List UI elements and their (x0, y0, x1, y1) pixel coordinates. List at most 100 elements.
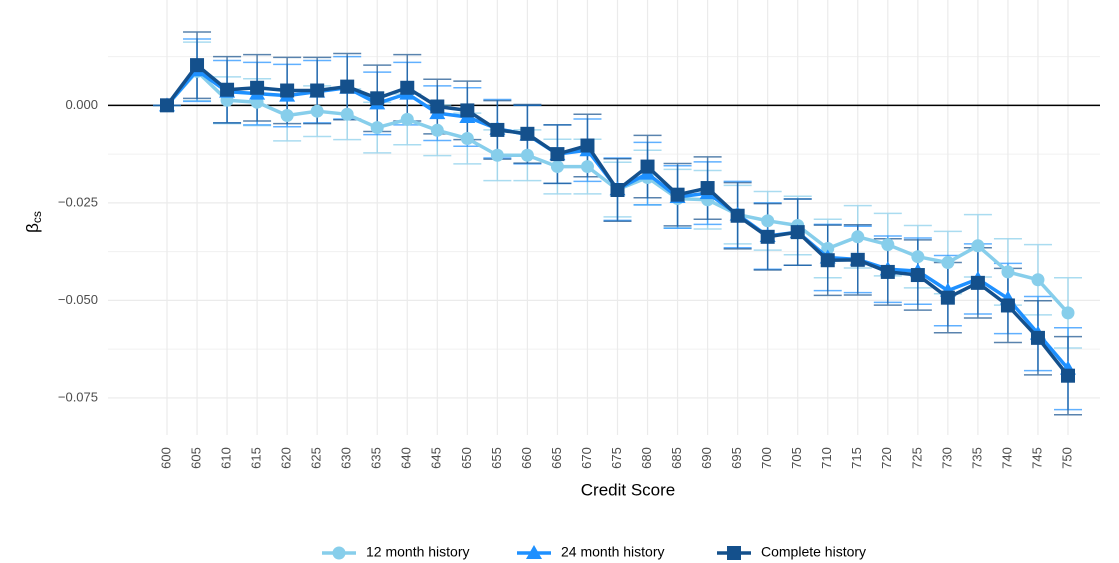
point (280, 83, 295, 98)
point (280, 108, 294, 122)
x-tick-label: 620 (279, 447, 294, 469)
point (520, 126, 535, 141)
point (640, 159, 655, 174)
y-tick-label: 0.000 (65, 97, 98, 112)
x-tick-label: 700 (759, 447, 774, 469)
x-tick-label: 690 (699, 447, 714, 469)
legend-item: 12 month history (322, 544, 470, 560)
x-tick-label: 655 (489, 447, 504, 469)
point (580, 160, 594, 174)
point (670, 187, 685, 202)
legend-item: Complete history (717, 544, 866, 560)
point (1061, 306, 1075, 320)
point (940, 290, 955, 305)
point (340, 79, 355, 94)
y-tick-label: −0.075 (58, 389, 98, 404)
x-tick-label: 750 (1059, 447, 1074, 469)
x-tick-label: 725 (909, 447, 924, 469)
x-tick-label: 665 (549, 447, 564, 469)
point (430, 123, 444, 137)
point (310, 83, 325, 98)
point (610, 182, 625, 197)
point (910, 268, 925, 283)
x-tick-label: 660 (519, 447, 534, 469)
x-tick-label: 600 (158, 447, 173, 469)
y-axis-title-sub: cs (30, 211, 44, 223)
x-tick-label: 640 (399, 447, 414, 469)
point (550, 160, 564, 174)
point (460, 131, 474, 145)
point (1031, 273, 1045, 287)
legend-item: 24 month history (517, 544, 665, 560)
point (730, 208, 745, 223)
x-tick-label: 605 (188, 447, 203, 469)
point (790, 225, 805, 240)
point (332, 546, 346, 560)
point (911, 250, 925, 264)
point (580, 138, 595, 153)
point (970, 275, 985, 290)
point (821, 242, 835, 256)
x-tick-label: 670 (579, 447, 594, 469)
point (490, 148, 504, 162)
x-tick-label: 720 (879, 447, 894, 469)
point (490, 122, 505, 137)
point (1000, 298, 1015, 313)
y-axis-title-main: β (23, 223, 42, 233)
x-tick-label: 645 (429, 447, 444, 469)
x-tick-label: 650 (459, 447, 474, 469)
x-tick-label: 730 (939, 447, 954, 469)
point (550, 147, 565, 162)
point (851, 230, 865, 244)
point (850, 252, 865, 267)
point (220, 82, 235, 97)
point (761, 214, 775, 228)
x-tick-label: 715 (849, 447, 864, 469)
point (460, 103, 475, 118)
y-tick-label: −0.025 (58, 194, 98, 209)
point (760, 229, 775, 244)
legend-label: 24 month history (561, 544, 665, 560)
y-tick-label: −0.050 (58, 292, 98, 307)
point (520, 148, 534, 162)
x-tick-label: 615 (249, 447, 264, 469)
point (526, 545, 542, 559)
x-tick-label: 705 (789, 447, 804, 469)
x-tick-label: 680 (639, 447, 654, 469)
x-tick-label: 635 (369, 447, 384, 469)
point (400, 112, 414, 126)
x-tick-label: 625 (309, 447, 324, 469)
point (340, 107, 354, 121)
point (971, 239, 985, 253)
x-tick-label: 695 (729, 447, 744, 469)
x-tick-label: 710 (819, 447, 834, 469)
x-tick-label: 735 (969, 447, 984, 469)
point (190, 58, 205, 73)
point (370, 121, 384, 135)
x-tick-label: 630 (339, 447, 354, 469)
point (1001, 265, 1015, 279)
point (727, 546, 741, 560)
point (820, 253, 835, 268)
point (430, 99, 445, 114)
point (941, 256, 955, 270)
x-tick-label: 685 (669, 447, 684, 469)
x-tick-label: 740 (999, 447, 1014, 469)
point (881, 238, 895, 252)
point (250, 80, 265, 95)
x-tick-label: 610 (219, 447, 234, 469)
point (370, 91, 385, 106)
legend-label: 12 month history (366, 544, 470, 560)
legend-label: Complete history (761, 544, 866, 560)
x-tick-label: 745 (1029, 447, 1044, 469)
point (880, 264, 895, 279)
point (160, 98, 174, 113)
point (1061, 368, 1075, 383)
point (700, 181, 715, 196)
point (310, 104, 324, 118)
point (400, 80, 415, 95)
point (1030, 330, 1045, 345)
y-axis-title: βcs (23, 211, 44, 233)
x-tick-label: 675 (609, 447, 624, 469)
